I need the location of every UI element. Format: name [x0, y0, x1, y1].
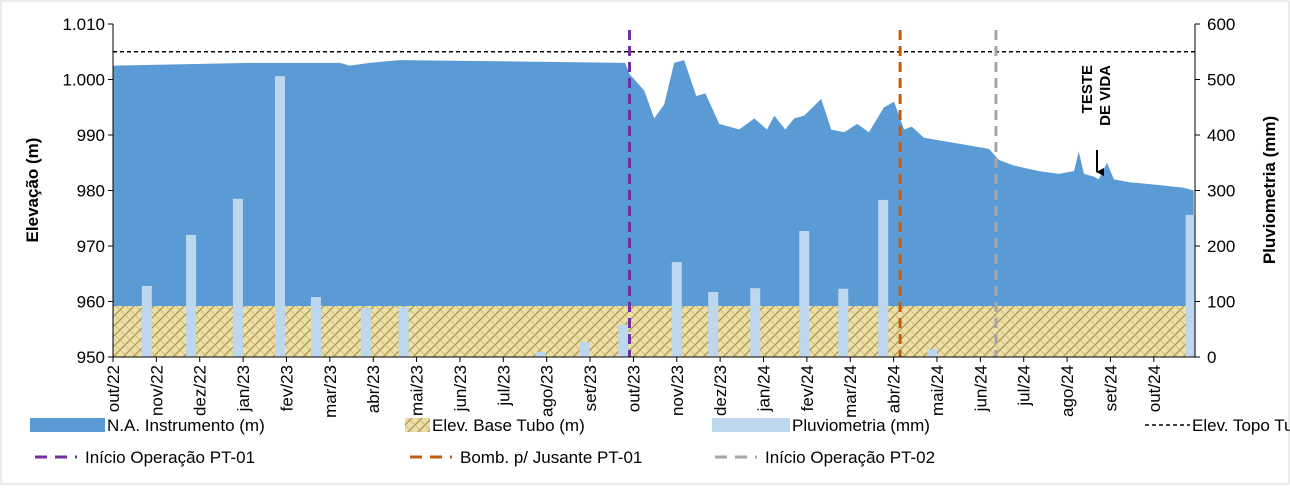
- bar: [186, 234, 197, 357]
- x-tick-label: fev/24: [798, 365, 817, 411]
- x-tick-label: mai/23: [408, 365, 427, 416]
- y-tick-label: 980: [77, 182, 105, 201]
- annotation: TESTE: [1079, 65, 1096, 113]
- x-tick-label: mai/24: [928, 365, 947, 416]
- legend-label: Elev. Base Tubo (m): [432, 416, 585, 435]
- legend-label: Bomb. p/ Jusante PT-01: [460, 448, 642, 467]
- x-tick-label: nov/23: [668, 365, 687, 416]
- bar: [310, 297, 321, 357]
- legend-swatch: [30, 418, 105, 432]
- x-tick-label: mar/24: [841, 365, 860, 418]
- y2-tick-label: 600: [1207, 15, 1235, 34]
- x-tick-label: mar/23: [321, 365, 340, 418]
- x-tick-label: dez/22: [191, 365, 210, 416]
- x-tick-label: out/22: [104, 365, 123, 412]
- bar: [927, 349, 938, 357]
- legend-label: Início Operação PT-02: [765, 448, 935, 467]
- x-tick-label: out/23: [624, 365, 643, 412]
- legend-label: N.A. Instrumento (m): [107, 416, 265, 435]
- hatch-area: [113, 305, 1195, 357]
- y2-tick-label: 0: [1207, 348, 1216, 367]
- legend-label: Pluviometria (mm): [792, 416, 930, 435]
- y-tick-label: 990: [77, 126, 105, 145]
- legend-swatch: [405, 418, 430, 432]
- x-tick-label: abr/23: [364, 365, 383, 413]
- y-tick-label: 950: [77, 348, 105, 367]
- bar: [398, 307, 409, 357]
- x-tick-label: dez/23: [711, 365, 730, 416]
- x-tick-label: abr/24: [885, 365, 904, 413]
- y2-tick-label: 500: [1207, 71, 1235, 90]
- x-tick-label: out/24: [1145, 365, 1164, 412]
- y-tick-label: 970: [77, 237, 105, 256]
- bar: [750, 288, 761, 357]
- x-tick-label: ago/23: [538, 365, 557, 417]
- y2-tick-label: 200: [1207, 237, 1235, 256]
- y2-tick-label: 400: [1207, 126, 1235, 145]
- bar: [799, 231, 810, 357]
- legend-label: Início Operação PT-01: [85, 448, 255, 467]
- y2-tick-label: 100: [1207, 293, 1235, 312]
- bar: [141, 285, 152, 357]
- bar: [1185, 214, 1196, 357]
- bar: [618, 324, 629, 357]
- x-tick-label: jan/24: [755, 365, 774, 412]
- x-tick-label: set/24: [1101, 365, 1120, 411]
- x-tick-label: jul/24: [1015, 365, 1034, 407]
- x-tick-label: set/23: [581, 365, 600, 411]
- x-tick-label: jul/23: [494, 365, 513, 407]
- bar: [708, 292, 719, 357]
- bar: [579, 342, 590, 357]
- legend-label: Elev. Topo Tubo (m): [1192, 416, 1290, 435]
- y-tick-label: 1.000: [62, 71, 105, 90]
- x-tick-label: jan/23: [234, 365, 253, 412]
- x-tick-label: ago/24: [1058, 365, 1077, 417]
- area: [113, 60, 1194, 357]
- x-tick-label: jun/23: [451, 365, 470, 412]
- bar: [535, 352, 546, 357]
- legend-swatch: [712, 418, 790, 432]
- x-tick-label: fev/23: [277, 365, 296, 411]
- annotation: DE VIDA: [1097, 65, 1114, 126]
- bar: [838, 288, 849, 357]
- bar: [671, 262, 682, 357]
- y2-tick-label: 300: [1207, 182, 1235, 201]
- y-axis-label: Elevação (m): [23, 138, 42, 243]
- y-tick-label: 1.010: [62, 15, 105, 34]
- bar: [274, 76, 285, 358]
- bar: [878, 199, 889, 357]
- x-tick-label: nov/22: [147, 365, 166, 416]
- bar: [360, 308, 371, 357]
- bar: [232, 198, 243, 357]
- x-tick-label: jun/24: [971, 365, 990, 412]
- y-tick-label: 960: [77, 293, 105, 312]
- y2-axis-label: Pluviometria (mm): [1260, 116, 1279, 264]
